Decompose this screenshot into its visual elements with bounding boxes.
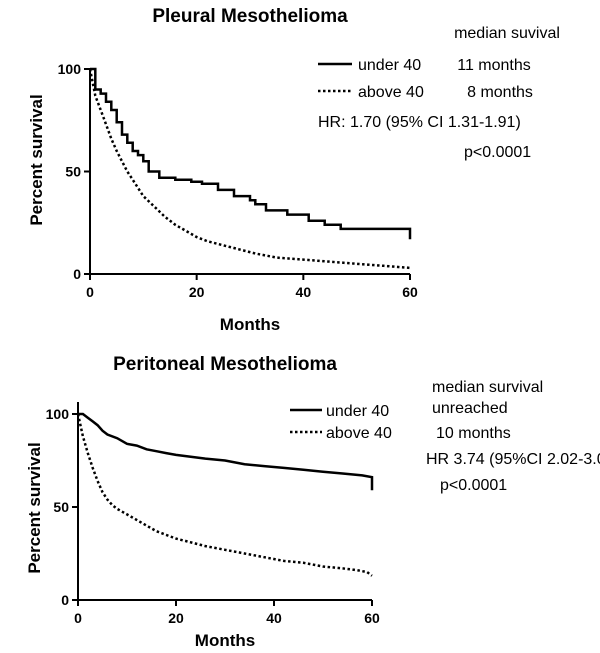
hazard-ratio: HR: 1.70 (95% CI 1.31-1.91)	[318, 114, 521, 131]
legend-label-under-40: under 40	[326, 403, 389, 420]
median-above-40: 8 months	[467, 84, 533, 101]
x-axis-label: Months	[195, 631, 255, 650]
median-under-40: 11 months	[457, 57, 531, 74]
x-tick-label: 20	[168, 610, 184, 626]
y-tick-label: 0	[73, 266, 81, 282]
series-under-40-line	[78, 412, 374, 491]
x-tick-label: 60	[402, 284, 418, 300]
y-tick-label: 100	[46, 406, 70, 422]
median-under-40: unreached	[432, 400, 508, 417]
x-tick-label: 0	[74, 610, 82, 626]
x-tick-label: 0	[86, 284, 94, 300]
x-tick-label: 40	[266, 610, 282, 626]
chart-title: Peritoneal Mesothelioma	[113, 354, 337, 375]
series-above-40-line	[88, 68, 411, 270]
plot-area: 0 20 40 60 0 50 100	[58, 61, 418, 300]
x-axis-label: Months	[220, 315, 280, 334]
plot-area: 0 20 40 60 0 50 100	[46, 402, 380, 626]
y-axis-label: Percent survival	[27, 94, 46, 225]
chart-title: Pleural Mesothelioma	[152, 6, 348, 27]
x-tick-label: 20	[189, 284, 205, 300]
legend-label-above-40: above 40	[326, 425, 392, 442]
hazard-ratio: HR 3.74 (95%CI 2.02-3.00)	[426, 451, 600, 468]
legend-header: median suvival	[454, 25, 560, 42]
p-value: p<0.0001	[440, 477, 507, 494]
x-tick-label: 60	[364, 610, 380, 626]
series-above-40-line	[76, 413, 373, 577]
chart-pleural: Pleural Mesothelioma Percent survival Mo…	[27, 6, 560, 334]
legend-header: median survival	[432, 379, 543, 396]
legend-label-above-40: above 40	[358, 84, 424, 101]
y-tick-label: 100	[58, 61, 82, 77]
p-value: p<0.0001	[464, 144, 531, 161]
y-tick-label: 0	[61, 592, 69, 608]
median-above-40: 10 months	[436, 425, 511, 442]
y-axis-label: Percent survival	[25, 442, 44, 573]
legend-label-under-40: under 40	[358, 57, 421, 74]
chart-peritoneal: Peritoneal Mesothelioma Percent survival…	[25, 354, 600, 650]
x-tick-label: 40	[296, 284, 312, 300]
y-tick-label: 50	[53, 499, 69, 515]
y-tick-label: 50	[65, 164, 81, 180]
series-under-40-line	[90, 67, 412, 240]
